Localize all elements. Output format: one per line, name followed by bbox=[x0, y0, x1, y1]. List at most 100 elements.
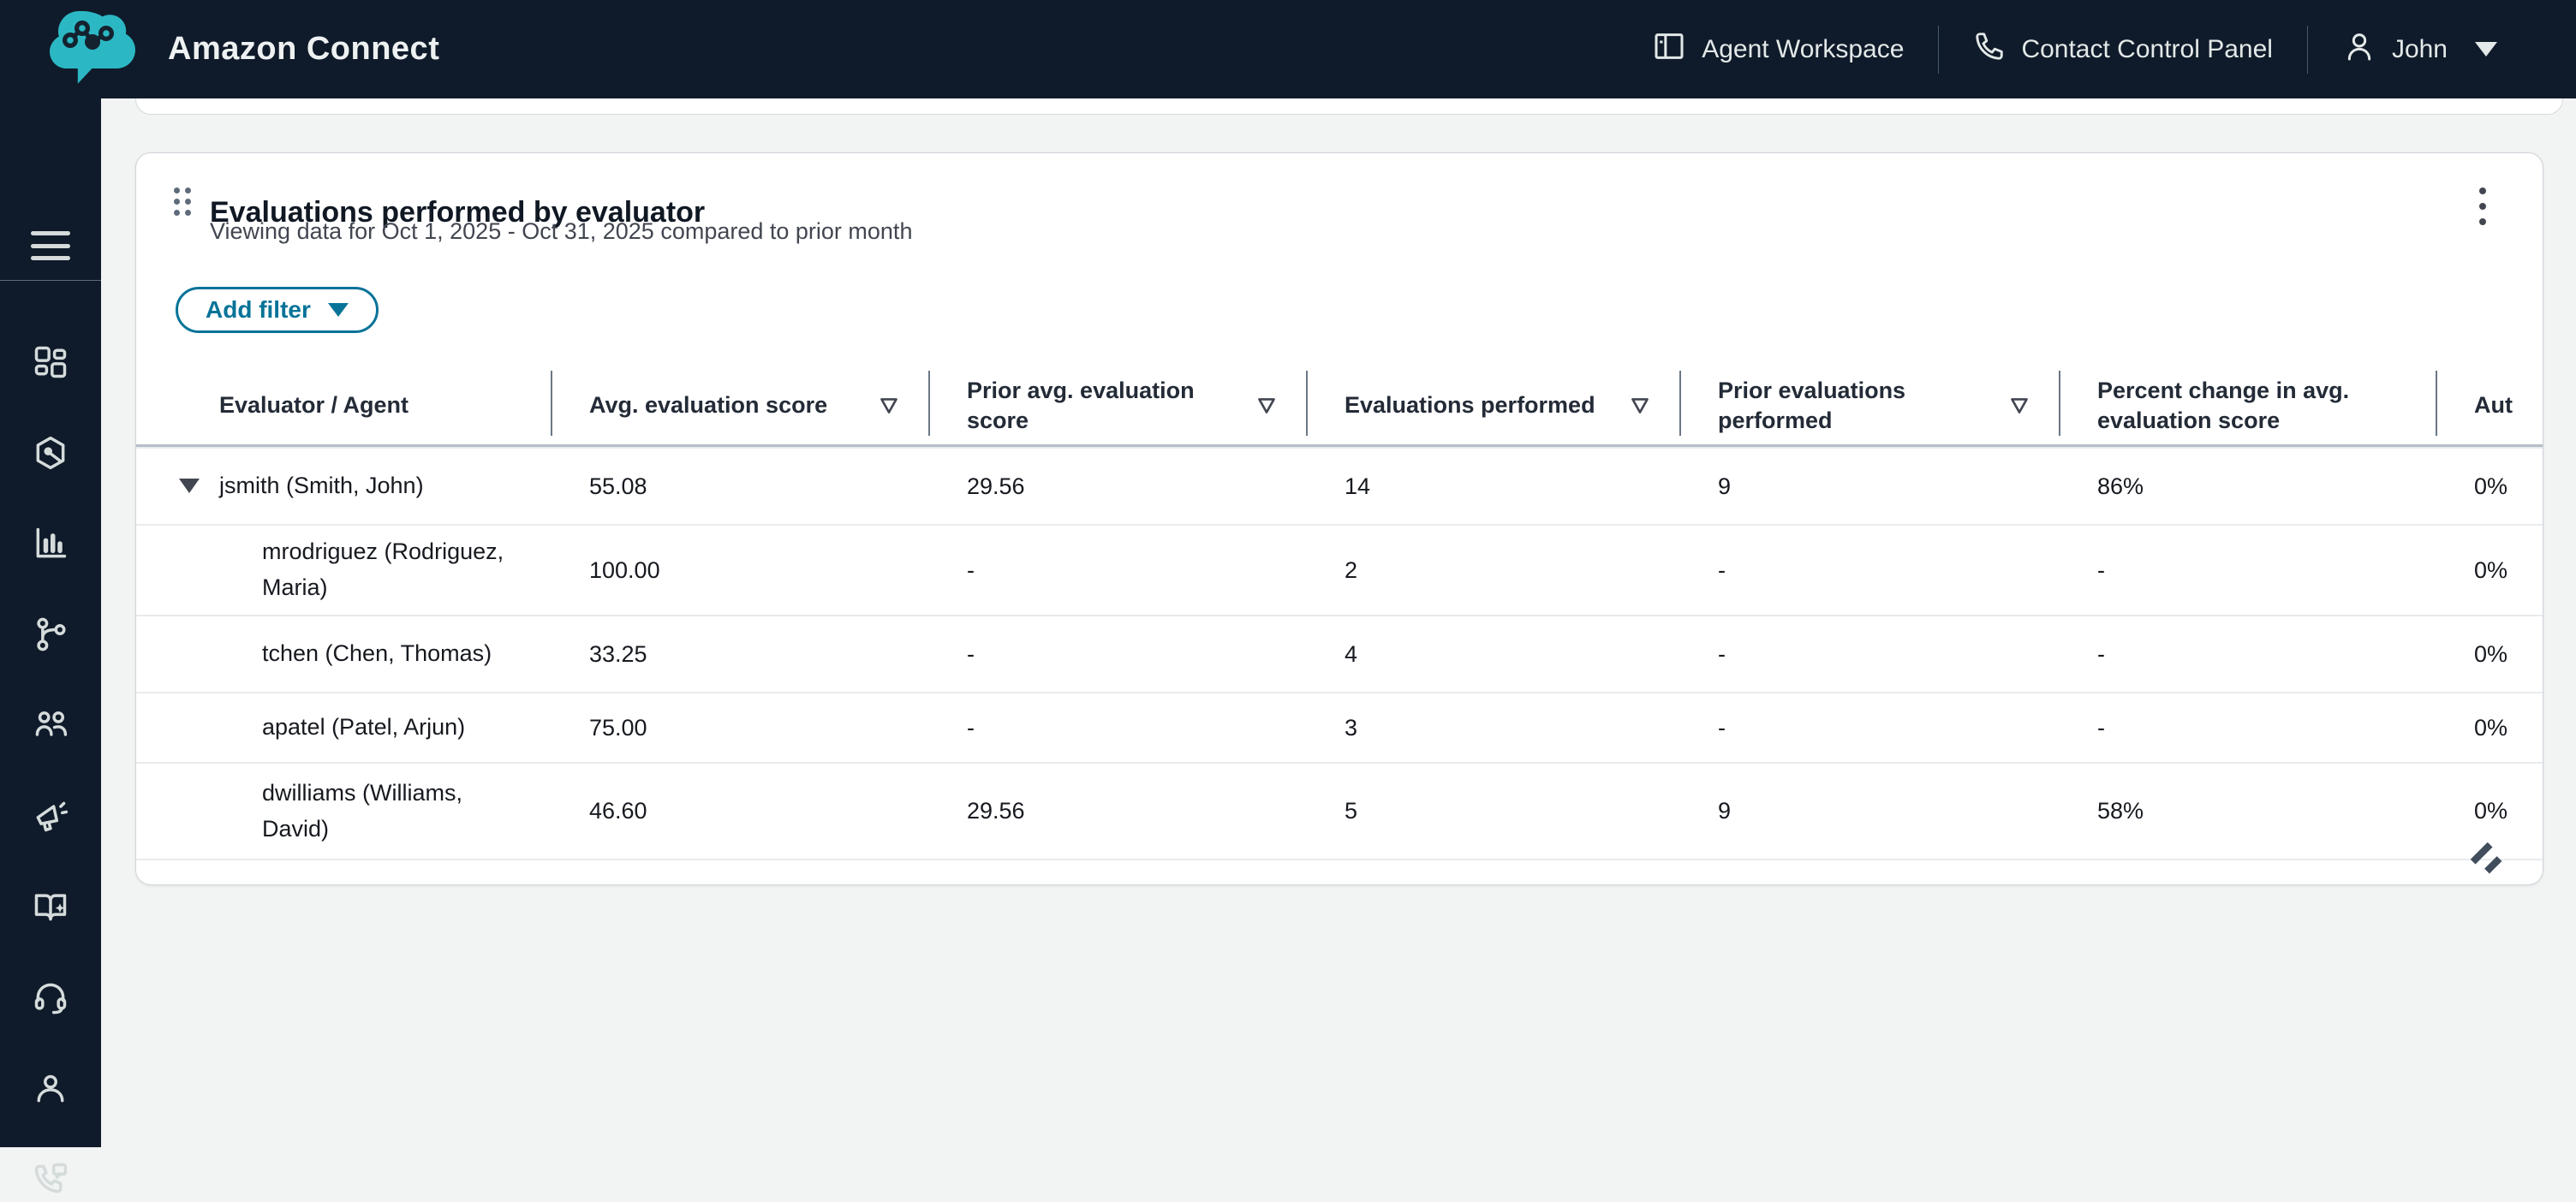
branch-flow-icon bbox=[32, 616, 69, 658]
percent-change-cell: - bbox=[2097, 640, 2105, 667]
avg-score-cell: 75.00 bbox=[589, 714, 647, 741]
hamburger-menu-icon[interactable] bbox=[31, 231, 70, 260]
nav-agent-workspace[interactable]: Agent Workspace bbox=[1618, 29, 1938, 70]
prior-avg-cell: - bbox=[928, 860, 1306, 884]
main-content: Evaluations performed by evaluator Viewi… bbox=[101, 98, 2576, 1147]
sidebar-item-dashboard[interactable] bbox=[32, 345, 69, 383]
brand[interactable]: Amazon Connect bbox=[50, 3, 439, 96]
sidebar-item-routing[interactable] bbox=[32, 436, 69, 473]
connect-cloud-logo bbox=[50, 3, 146, 96]
sidebar-item-campaigns[interactable] bbox=[32, 799, 69, 836]
clipped-cell: 0% bbox=[2474, 556, 2508, 583]
book-sparkle-icon bbox=[32, 888, 69, 930]
avg-score-cell: 55.08 bbox=[589, 473, 647, 499]
caret-down-icon bbox=[327, 303, 349, 317]
sidebar-item-contacts[interactable] bbox=[32, 1162, 69, 1199]
clipped-cell: 0% bbox=[2474, 798, 2508, 824]
agent-cell: jbaker (Baker, John) bbox=[136, 860, 551, 884]
table-row: dwilliams (Williams, David) 46.60 29.56 … bbox=[136, 762, 2543, 859]
percent-change-cell: 58% bbox=[2097, 798, 2144, 824]
kebab-menu-icon[interactable] bbox=[2466, 181, 2500, 232]
phone-chat-icon bbox=[32, 1160, 69, 1202]
evaluator-cell: jsmith (Smith, John) bbox=[136, 449, 551, 524]
sidebar-item-users[interactable] bbox=[32, 708, 69, 746]
table-header-row: Evaluator / Agent Avg. evaluation score … bbox=[136, 367, 2543, 447]
evaluations-table: Evaluator / Agent Avg. evaluation score … bbox=[136, 367, 2543, 884]
sidebar-item-flows[interactable] bbox=[32, 617, 69, 655]
table-row: mrodriguez (Rodriguez, Maria) 100.00 - 2… bbox=[136, 524, 2543, 615]
prior-avg-cell: - bbox=[967, 714, 975, 741]
clipped-cell: 0% bbox=[2474, 714, 2508, 741]
prior-avg-cell: - bbox=[967, 556, 975, 583]
users-icon bbox=[32, 706, 69, 748]
column-header-avg-score: Avg. evaluation score bbox=[551, 367, 928, 444]
collapse-arrow-icon[interactable] bbox=[179, 479, 200, 493]
nav-divider bbox=[1938, 25, 1940, 74]
table-row: tchen (Chen, Thomas) 33.25 - 4 - - 0% bbox=[136, 615, 2543, 692]
phone-icon bbox=[1973, 30, 2006, 69]
megaphone-icon bbox=[32, 797, 69, 839]
sidebar-item-knowledge[interactable] bbox=[32, 890, 69, 927]
evaluations-cell: 2 bbox=[1345, 556, 1358, 583]
avg-score-cell: - bbox=[551, 860, 928, 884]
drag-handle-icon[interactable] bbox=[174, 187, 193, 222]
prior-evaluations-cell: - bbox=[1718, 556, 1726, 583]
column-header-clipped: Aut bbox=[2436, 367, 2543, 444]
widget-title: Evaluations performed by evaluator bbox=[210, 196, 706, 229]
previous-card-bottom bbox=[135, 98, 2563, 115]
person-icon bbox=[32, 1069, 69, 1111]
filter-icon[interactable] bbox=[1256, 396, 1277, 415]
clipped-cell: 0% bbox=[2474, 473, 2508, 499]
sidebar-item-agent[interactable] bbox=[32, 980, 69, 1018]
column-header-prior-avg-score: Prior avg. evaluation score bbox=[928, 367, 1306, 444]
clipped-cell: 0% bbox=[2474, 640, 2508, 667]
add-filter-label: Add filter bbox=[206, 296, 311, 323]
brand-title: Amazon Connect bbox=[168, 31, 440, 67]
agent-cell: dwilliams (Williams, David) bbox=[262, 779, 462, 842]
agent-cell: mrodriguez (Rodriguez, Maria) bbox=[262, 539, 504, 600]
dashboard-grid-icon bbox=[32, 343, 69, 385]
header-nav: Agent Workspace Contact Control Panel Jo… bbox=[1618, 25, 2576, 74]
evaluations-cell: 3 bbox=[1345, 714, 1358, 741]
sidebar-item-analytics[interactable] bbox=[32, 527, 69, 564]
filter-icon[interactable] bbox=[1630, 396, 1650, 415]
percent-change-cell: - bbox=[2097, 556, 2105, 583]
nav-label: Contact Control Panel bbox=[2021, 34, 2273, 63]
nav-contact-control-panel[interactable]: Contact Control Panel bbox=[1939, 30, 2307, 69]
app-header: Amazon Connect Agent Workspace Contact C… bbox=[0, 0, 2576, 98]
percent-change-cell: - bbox=[2097, 714, 2105, 741]
percent-change-cell: - bbox=[2059, 860, 2436, 884]
workspace-layout-icon bbox=[1652, 29, 1686, 70]
evaluations-widget-card: Evaluations performed by evaluator Viewi… bbox=[135, 152, 2543, 885]
prior-evaluations-cell: - bbox=[1679, 860, 2059, 884]
column-header-evaluations-performed: Evaluations performed bbox=[1306, 367, 1679, 444]
percent-change-cell: 86% bbox=[2097, 473, 2144, 499]
sidebar-divider bbox=[0, 280, 101, 281]
resize-grip-icon[interactable] bbox=[2467, 842, 2507, 876]
bar-chart-icon bbox=[32, 525, 69, 567]
sidebar-item-profile[interactable] bbox=[32, 1071, 69, 1109]
avg-score-cell: 100.00 bbox=[589, 556, 660, 583]
nav-label: Agent Workspace bbox=[1702, 34, 1905, 63]
column-header-prior-evaluations: Prior evaluations performed bbox=[1679, 367, 2059, 444]
agent-cell: tchen (Chen, Thomas) bbox=[262, 640, 492, 667]
prior-avg-cell: 29.56 bbox=[967, 473, 1025, 499]
prior-evaluations-cell: - bbox=[1718, 640, 1726, 667]
filter-icon[interactable] bbox=[2009, 396, 2030, 415]
hexagon-node-icon bbox=[32, 434, 69, 476]
table-row: apatel (Patel, Arjun) 75.00 - 3 - - 0% bbox=[136, 692, 2543, 762]
filter-icon[interactable] bbox=[879, 396, 899, 415]
column-header-evaluator-agent: Evaluator / Agent bbox=[219, 392, 409, 419]
avg-score-cell: 33.25 bbox=[589, 640, 647, 667]
prior-avg-cell: - bbox=[967, 640, 975, 667]
user-icon bbox=[2342, 29, 2376, 70]
user-name: John bbox=[2391, 34, 2448, 63]
add-filter-button[interactable]: Add filter bbox=[176, 287, 379, 333]
evaluations-cell: 1 bbox=[1306, 860, 1679, 884]
table-row: jsmith (Smith, John) 55.08 29.56 14 9 86… bbox=[136, 447, 2543, 524]
nav-user-menu[interactable]: John bbox=[2308, 29, 2531, 70]
avg-score-cell: 46.60 bbox=[589, 798, 647, 824]
prior-evaluations-cell: 9 bbox=[1718, 798, 1732, 824]
evaluations-cell: 4 bbox=[1345, 640, 1358, 667]
widget-subtitle: Viewing data for Oct 1, 2025 - Oct 31, 2… bbox=[210, 218, 913, 244]
